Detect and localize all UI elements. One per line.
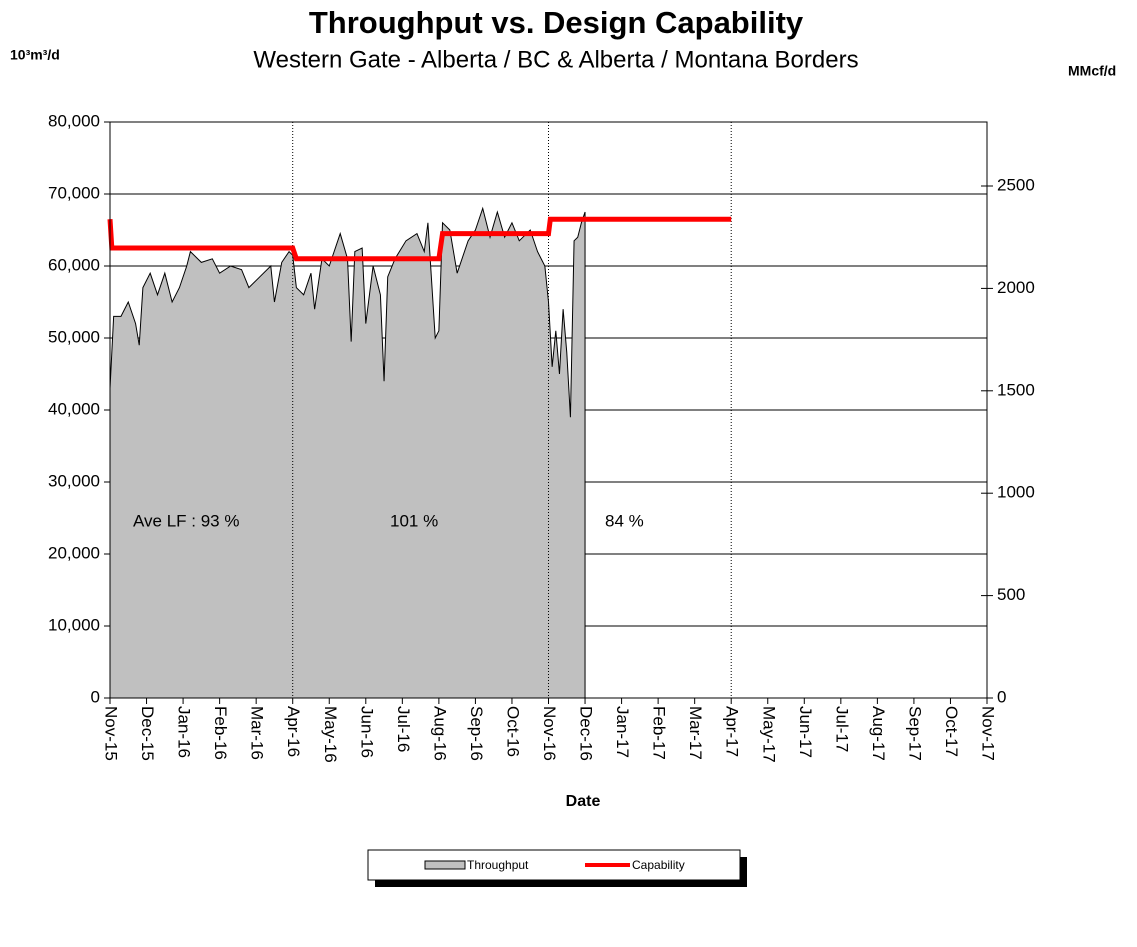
x-tick-label: Jun-17 — [796, 706, 815, 758]
capability-line — [107, 216, 732, 262]
x-tick-label: Jul-16 — [394, 706, 413, 752]
x-tick-label: Jul-17 — [832, 706, 851, 752]
x-tick-label: Jan-16 — [175, 706, 194, 758]
throughput-area — [109, 206, 586, 699]
x-tick-label: Mar-17 — [686, 706, 705, 760]
legend-label: Capability — [632, 858, 685, 872]
x-axis-label: Date — [566, 793, 601, 810]
y-tick-label: 40,000 — [48, 399, 100, 418]
x-tick-label: Oct-17 — [942, 706, 961, 757]
y-tick-label: 70,000 — [48, 183, 100, 202]
x-tick-label: Sep-16 — [467, 706, 486, 761]
x-tick-label: Nov-17 — [979, 706, 998, 761]
x-tick-label: Sep-17 — [905, 706, 924, 761]
x-tick-label: Feb-16 — [211, 706, 230, 760]
y-tick-label: 10,000 — [48, 615, 100, 634]
x-tick-label: Oct-16 — [503, 706, 522, 757]
x-tick-label: Mar-16 — [248, 706, 267, 760]
x-tick-label: May-17 — [759, 706, 778, 763]
annotation: 101 % — [390, 511, 438, 530]
y2-tick-label: 1000 — [997, 483, 1035, 502]
x-tick-label: Dec-16 — [577, 706, 596, 761]
y-tick-label: 60,000 — [48, 255, 100, 274]
y2-tick-label: 2500 — [997, 175, 1035, 194]
y-tick-label: 50,000 — [48, 327, 100, 346]
chart-subtitle: Western Gate - Alberta / BC & Alberta / … — [253, 46, 858, 73]
x-tick-label: Apr-16 — [284, 706, 303, 757]
x-tick-label: Nov-15 — [102, 706, 121, 761]
legend-label: Throughput — [467, 858, 529, 872]
x-tick-label: Feb-17 — [650, 706, 669, 760]
x-tick-label: Apr-17 — [723, 706, 742, 757]
legend-swatch — [424, 860, 466, 870]
x-tick-label: Dec-15 — [138, 706, 157, 761]
y-tick-label: 80,000 — [48, 111, 100, 130]
plot-area: 0 10,000 20,000 30,000 40,000 50,000 60,000 70,… — [48, 111, 1035, 887]
y-tick-label: 0 — [91, 687, 100, 706]
annotation: Ave LF : 93 % — [133, 511, 239, 530]
chart-title: Throughput vs. Design Capability — [309, 5, 804, 40]
annotation: 84 % — [605, 511, 644, 530]
x-tick-label: Aug-17 — [869, 706, 888, 761]
plot-frame — [109, 121, 988, 699]
y2-tick-label: 1500 — [997, 380, 1035, 399]
y2-tick-label: 0 — [997, 687, 1006, 706]
y2-tick-label: 2000 — [997, 278, 1035, 297]
y2-tick-label: 500 — [997, 585, 1025, 604]
y-tick-label: 20,000 — [48, 543, 100, 562]
y-tick-label: 30,000 — [48, 471, 100, 490]
y2-axis-label: MMcf/d — [1068, 63, 1116, 79]
y-axis-label: 10³m³/d — [10, 47, 60, 63]
x-tick-label: May-16 — [321, 706, 340, 763]
x-tick-label: Aug-16 — [430, 706, 449, 761]
x-tick-label: Jan-17 — [613, 706, 632, 758]
x-tick-label: Jun-16 — [357, 706, 376, 758]
x-tick-label: Nov-16 — [540, 706, 559, 761]
